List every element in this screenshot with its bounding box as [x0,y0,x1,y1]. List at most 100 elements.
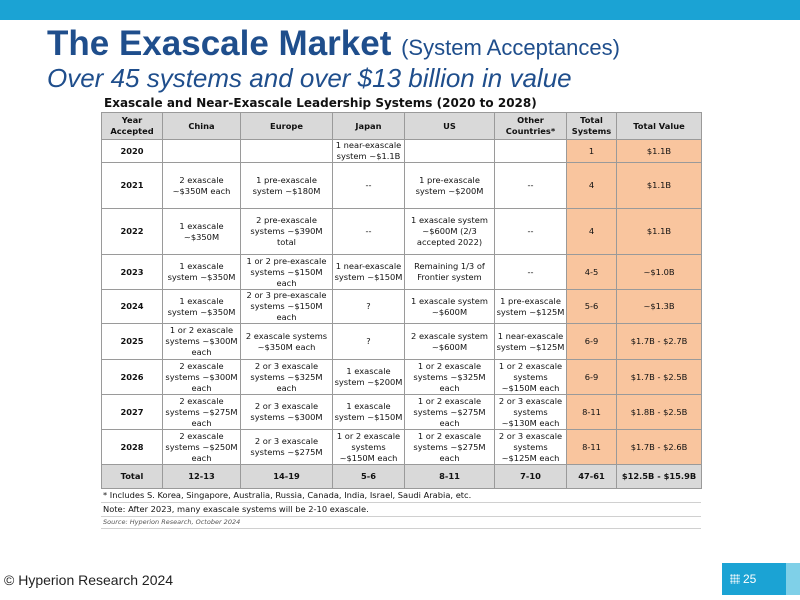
column-header: US [404,112,495,140]
table-cell: 2020 [101,139,163,163]
table-cell: 2027 [101,394,163,430]
total-cell: 14-19 [240,464,333,489]
table-row: 2028 2 exascale systems ~$250M each 2 or 3… [101,429,702,465]
total-cell: 47-61 [566,464,617,489]
table-cell: 2 exascale system ~$600M [404,323,495,360]
table-cell: 6-9 [566,359,617,395]
table-cell: $1.7B - $2.6B [616,429,702,465]
table-cell: 2026 [101,359,163,395]
table-row: 2026 2 exascale systems ~$300M each 2 or 3… [101,359,702,395]
table-cell: 2 exascale systems ~$275M each [162,394,241,430]
table-cell: -- [332,162,405,209]
table-cell: 2022 [101,208,163,255]
table-cell: 6-9 [566,323,617,360]
table-row: 2025 1 or 2 exascale systems ~$300M each 2… [101,323,702,360]
table-row: 2023 1 exascale system ~$350M 1 or 2 pre-e… [101,254,702,290]
table-cell: $1.7B - $2.5B [616,359,702,395]
table-cell: 1 exascale system ~$600M (2/3 accepted 2… [404,208,495,255]
table-cell [162,139,241,163]
exascale-table: Year Accepted China Europe Japan US Other Cou… [101,112,702,489]
footnote-note: Note: After 2023, many exascale systems … [101,503,701,517]
table-cell [494,139,567,163]
slide-title-suffix: (System Acceptances) [401,35,620,60]
page-number: 25 [743,572,757,586]
table-cell: 1 pre-exascale system ~$125M [494,289,567,324]
table-cell: 2 or 3 pre-exascale systems ~$150M each [240,289,333,324]
total-cell: 5-6 [332,464,405,489]
top-accent-bar [0,0,800,20]
table-cell: 1 near-exascale system ~$125M [494,323,567,360]
table-cell: 2025 [101,323,163,360]
column-header: Other Countries* [494,112,567,140]
table-cell: 8-11 [566,429,617,465]
table-cell: 1 or 2 exascale systems ~$275M each [404,394,495,430]
table-cell: -- [494,254,567,290]
table-cell: ? [332,323,405,360]
table-notes: * Includes S. Korea, Singapore, Australi… [101,489,701,529]
table-cell: 1 exascale system ~$600M [404,289,495,324]
table-cell: -- [494,162,567,209]
table-cell: 2024 [101,289,163,324]
spreadsheet-table: Exascale and Near-Exascale Leadership Sy… [101,94,702,529]
table-cell: 1 exascale system ~$150M [332,394,405,430]
total-cell: 12-13 [162,464,241,489]
header-row: Year Accepted China Europe Japan US Other Cou… [101,112,702,140]
table-cell: 1 exascale system ~$200M [332,359,405,395]
source-note: Source: Hyperion Research, October 2024 [101,517,701,529]
table-cell: 2 exascale systems ~$250M each [162,429,241,465]
column-header: Europe [240,112,333,140]
table-cell: 1 pre-exascale system ~$200M [404,162,495,209]
table-cell: 2 or 3 exascale systems ~$125M each [494,429,567,465]
table-cell: 1 exascale system ~$350M [162,254,241,290]
table-cell: 2 exascale systems ~$300M each [162,359,241,395]
column-header: Total Systems [566,112,617,140]
table-cell: 1 or 2 exascale systems ~$300M each [162,323,241,360]
table-cell: ~$1.3B [616,289,702,324]
table-cell: 4 [566,162,617,209]
column-header: Year Accepted [101,112,163,140]
table-row: 2027 2 exascale systems ~$275M each 2 or 3… [101,394,702,430]
total-cell: $12.5B - $15.9B [616,464,702,489]
table-cell: 1 or 2 exascale systems ~$275M each [404,429,495,465]
table-cell [404,139,495,163]
table-cell: $1.8B - $2.5B [616,394,702,430]
total-cell: 8-11 [404,464,495,489]
table-cell: 4 [566,208,617,255]
table-row: 2024 1 exascale system ~$350M 2 or 3 pre-e… [101,289,702,324]
table-row: 2020 1 near-exascale system ~$1.1B 1 $1.1B [101,139,702,163]
table-row: 2022 1 exascale ~$350M 2 pre-exascale syst… [101,208,702,255]
table-cell: 8-11 [566,394,617,430]
table-cell: 1 or 2 pre-exascale systems ~$150M each [240,254,333,290]
total-cell: Total [101,464,163,489]
table-cell: 2 or 3 exascale systems ~$300M [240,394,333,430]
table-title: Exascale and Near-Exascale Leadership Sy… [104,96,537,110]
table-cell: 1 exascale ~$350M [162,208,241,255]
table-cell: 1 pre-exascale system ~$180M [240,162,333,209]
table-cell: -- [332,208,405,255]
table-cell: 2 or 3 exascale systems ~$130M each [494,394,567,430]
table-cell: 2021 [101,162,163,209]
column-header: Japan [332,112,405,140]
table-cell: 1 exascale system ~$350M [162,289,241,324]
table-cell: 1 [566,139,617,163]
table-cell: 2 or 3 exascale systems ~$325M each [240,359,333,395]
table-cell: $1.7B - $2.7B [616,323,702,360]
table-row: 2021 2 exascale ~$350M each 1 pre-exascale… [101,162,702,209]
table-cell: 2023 [101,254,163,290]
table-cell: 2 exascale ~$350M each [162,162,241,209]
footnote-countries: * Includes S. Korea, Singapore, Australi… [101,489,701,503]
table-cell: 1 or 2 exascale systems ~$325M each [404,359,495,395]
table-cell: Remaining 1/3 of Frontier system [404,254,495,290]
column-header: China [162,112,241,140]
column-header: Total Value [616,112,702,140]
page-corner-accent [786,563,800,595]
table-cell: ? [332,289,405,324]
table-cell: ~$1.0B [616,254,702,290]
table-cell: $1.1B [616,162,702,209]
table-cell: 2028 [101,429,163,465]
table-cell: 2 pre-exascale systems ~$390M total [240,208,333,255]
table-cell: -- [494,208,567,255]
table-cell: 1 or 2 exascale systems ~$150M each [332,429,405,465]
table-cell: $1.1B [616,208,702,255]
dots-grid-icon [730,574,740,584]
